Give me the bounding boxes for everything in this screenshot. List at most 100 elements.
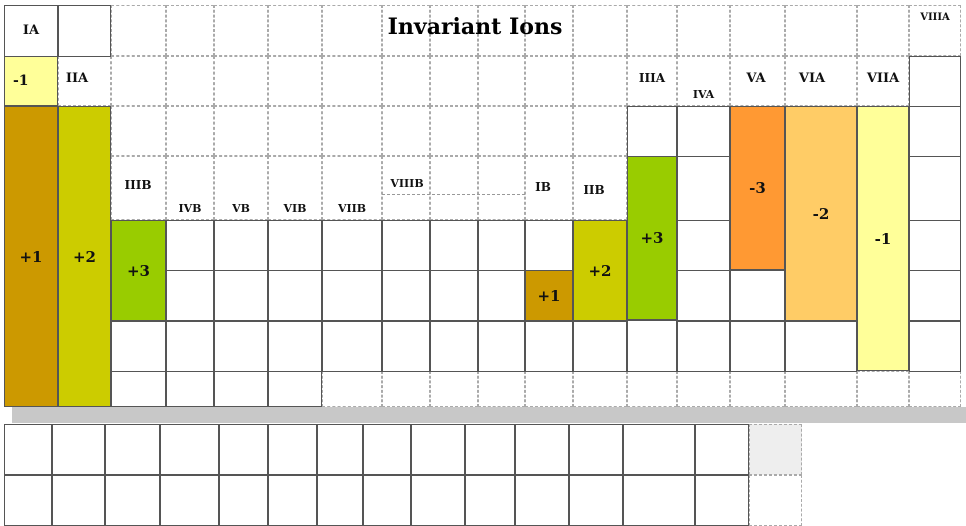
grid-cell	[785, 371, 857, 407]
grid-cell	[322, 371, 382, 407]
element-box	[525, 321, 573, 372]
grid-cell	[214, 156, 268, 220]
f-block-extra-cell	[749, 424, 802, 475]
grid-cell	[322, 5, 382, 56]
element-box	[695, 424, 749, 475]
grid-cell	[382, 56, 430, 106]
element-box	[166, 321, 214, 372]
element-box	[785, 321, 857, 372]
grid-cell	[573, 56, 627, 106]
grid-cell	[573, 371, 627, 407]
grid-cell	[322, 56, 382, 106]
grid-cell	[573, 156, 627, 220]
group-label-vb: VB	[232, 202, 250, 215]
charge-group-iia: +2	[58, 106, 111, 407]
grid-cell	[627, 5, 677, 56]
element-box	[160, 424, 219, 475]
f-block-extra-cell	[749, 475, 802, 526]
grid-cell	[382, 106, 430, 156]
grid-cell	[478, 156, 525, 220]
group-label-iiia: IIIA	[638, 71, 666, 85]
group-label-viia: VIIA	[866, 71, 900, 86]
grid-cell	[166, 5, 214, 56]
grid-cell	[478, 371, 525, 407]
grid-cell	[478, 106, 525, 156]
grid-cell	[268, 156, 322, 220]
element-box	[478, 270, 525, 321]
element-box	[219, 475, 268, 526]
element-box	[525, 220, 573, 271]
grid-cell	[111, 56, 166, 106]
grid-cell	[730, 56, 785, 106]
grid-cell	[268, 106, 322, 156]
element-box	[627, 320, 677, 372]
group-label-iib: IIB	[583, 183, 605, 197]
element-box	[411, 424, 465, 475]
element-box	[214, 220, 268, 271]
element-box	[268, 371, 322, 407]
grid-cell	[166, 106, 214, 156]
grid-cell	[677, 56, 730, 106]
element-box	[730, 321, 785, 372]
element-box	[166, 270, 214, 321]
grid-cell	[268, 56, 322, 106]
element-box	[430, 220, 478, 271]
element-box	[677, 321, 730, 372]
element-box	[677, 270, 730, 321]
element-box	[677, 106, 730, 157]
element-box	[909, 156, 961, 221]
grid-cell	[214, 106, 268, 156]
element-box	[268, 424, 317, 475]
grid-cell	[909, 5, 961, 56]
element-box	[160, 475, 219, 526]
group-label-iva: IVA	[692, 88, 715, 101]
grid-cell	[627, 371, 677, 407]
group-label-iiib: IIIB	[124, 178, 152, 192]
grid-cell	[382, 371, 430, 407]
element-box	[268, 270, 322, 321]
group-label-viiia: VIIIA	[920, 12, 950, 23]
element-box	[478, 220, 525, 271]
grid-cell	[478, 5, 525, 56]
viiib-bracket	[382, 194, 525, 195]
element-box	[730, 270, 785, 321]
element-box	[677, 156, 730, 221]
element-box	[4, 475, 52, 526]
element-box	[105, 475, 160, 526]
element-box	[430, 321, 478, 372]
element-box	[382, 220, 430, 271]
group-label-va: VA	[746, 71, 766, 86]
grid-cell	[573, 106, 627, 156]
element-box	[478, 321, 525, 372]
element-box	[363, 475, 411, 526]
element-box	[58, 5, 111, 57]
element-box	[214, 270, 268, 321]
element-box	[430, 270, 478, 321]
grid-cell	[430, 5, 478, 56]
element-box	[909, 106, 961, 157]
charge-group-iiib: +3	[111, 220, 166, 321]
charge-group-iib: +2	[573, 220, 627, 321]
group-label-iia: IIA	[65, 71, 89, 86]
grid-cell	[677, 371, 730, 407]
element-box	[322, 270, 382, 321]
group-label-vib: VIB	[283, 202, 307, 215]
charge-group-iiia: +3	[627, 156, 677, 320]
grid-cell	[268, 5, 322, 56]
element-box	[322, 321, 382, 372]
separator-band	[12, 407, 966, 423]
grid-cell	[909, 371, 961, 407]
element-box	[52, 475, 105, 526]
element-box	[515, 424, 569, 475]
element-box	[909, 220, 961, 271]
charge-group-via: -2	[785, 106, 857, 321]
element-box	[465, 424, 515, 475]
element-box	[363, 424, 411, 475]
grid-cell	[214, 56, 268, 106]
grid-cell	[857, 371, 909, 407]
grid-cell	[525, 371, 573, 407]
element-box	[268, 321, 322, 372]
grid-cell	[322, 156, 382, 220]
element-box	[322, 220, 382, 271]
element-box	[105, 424, 160, 475]
